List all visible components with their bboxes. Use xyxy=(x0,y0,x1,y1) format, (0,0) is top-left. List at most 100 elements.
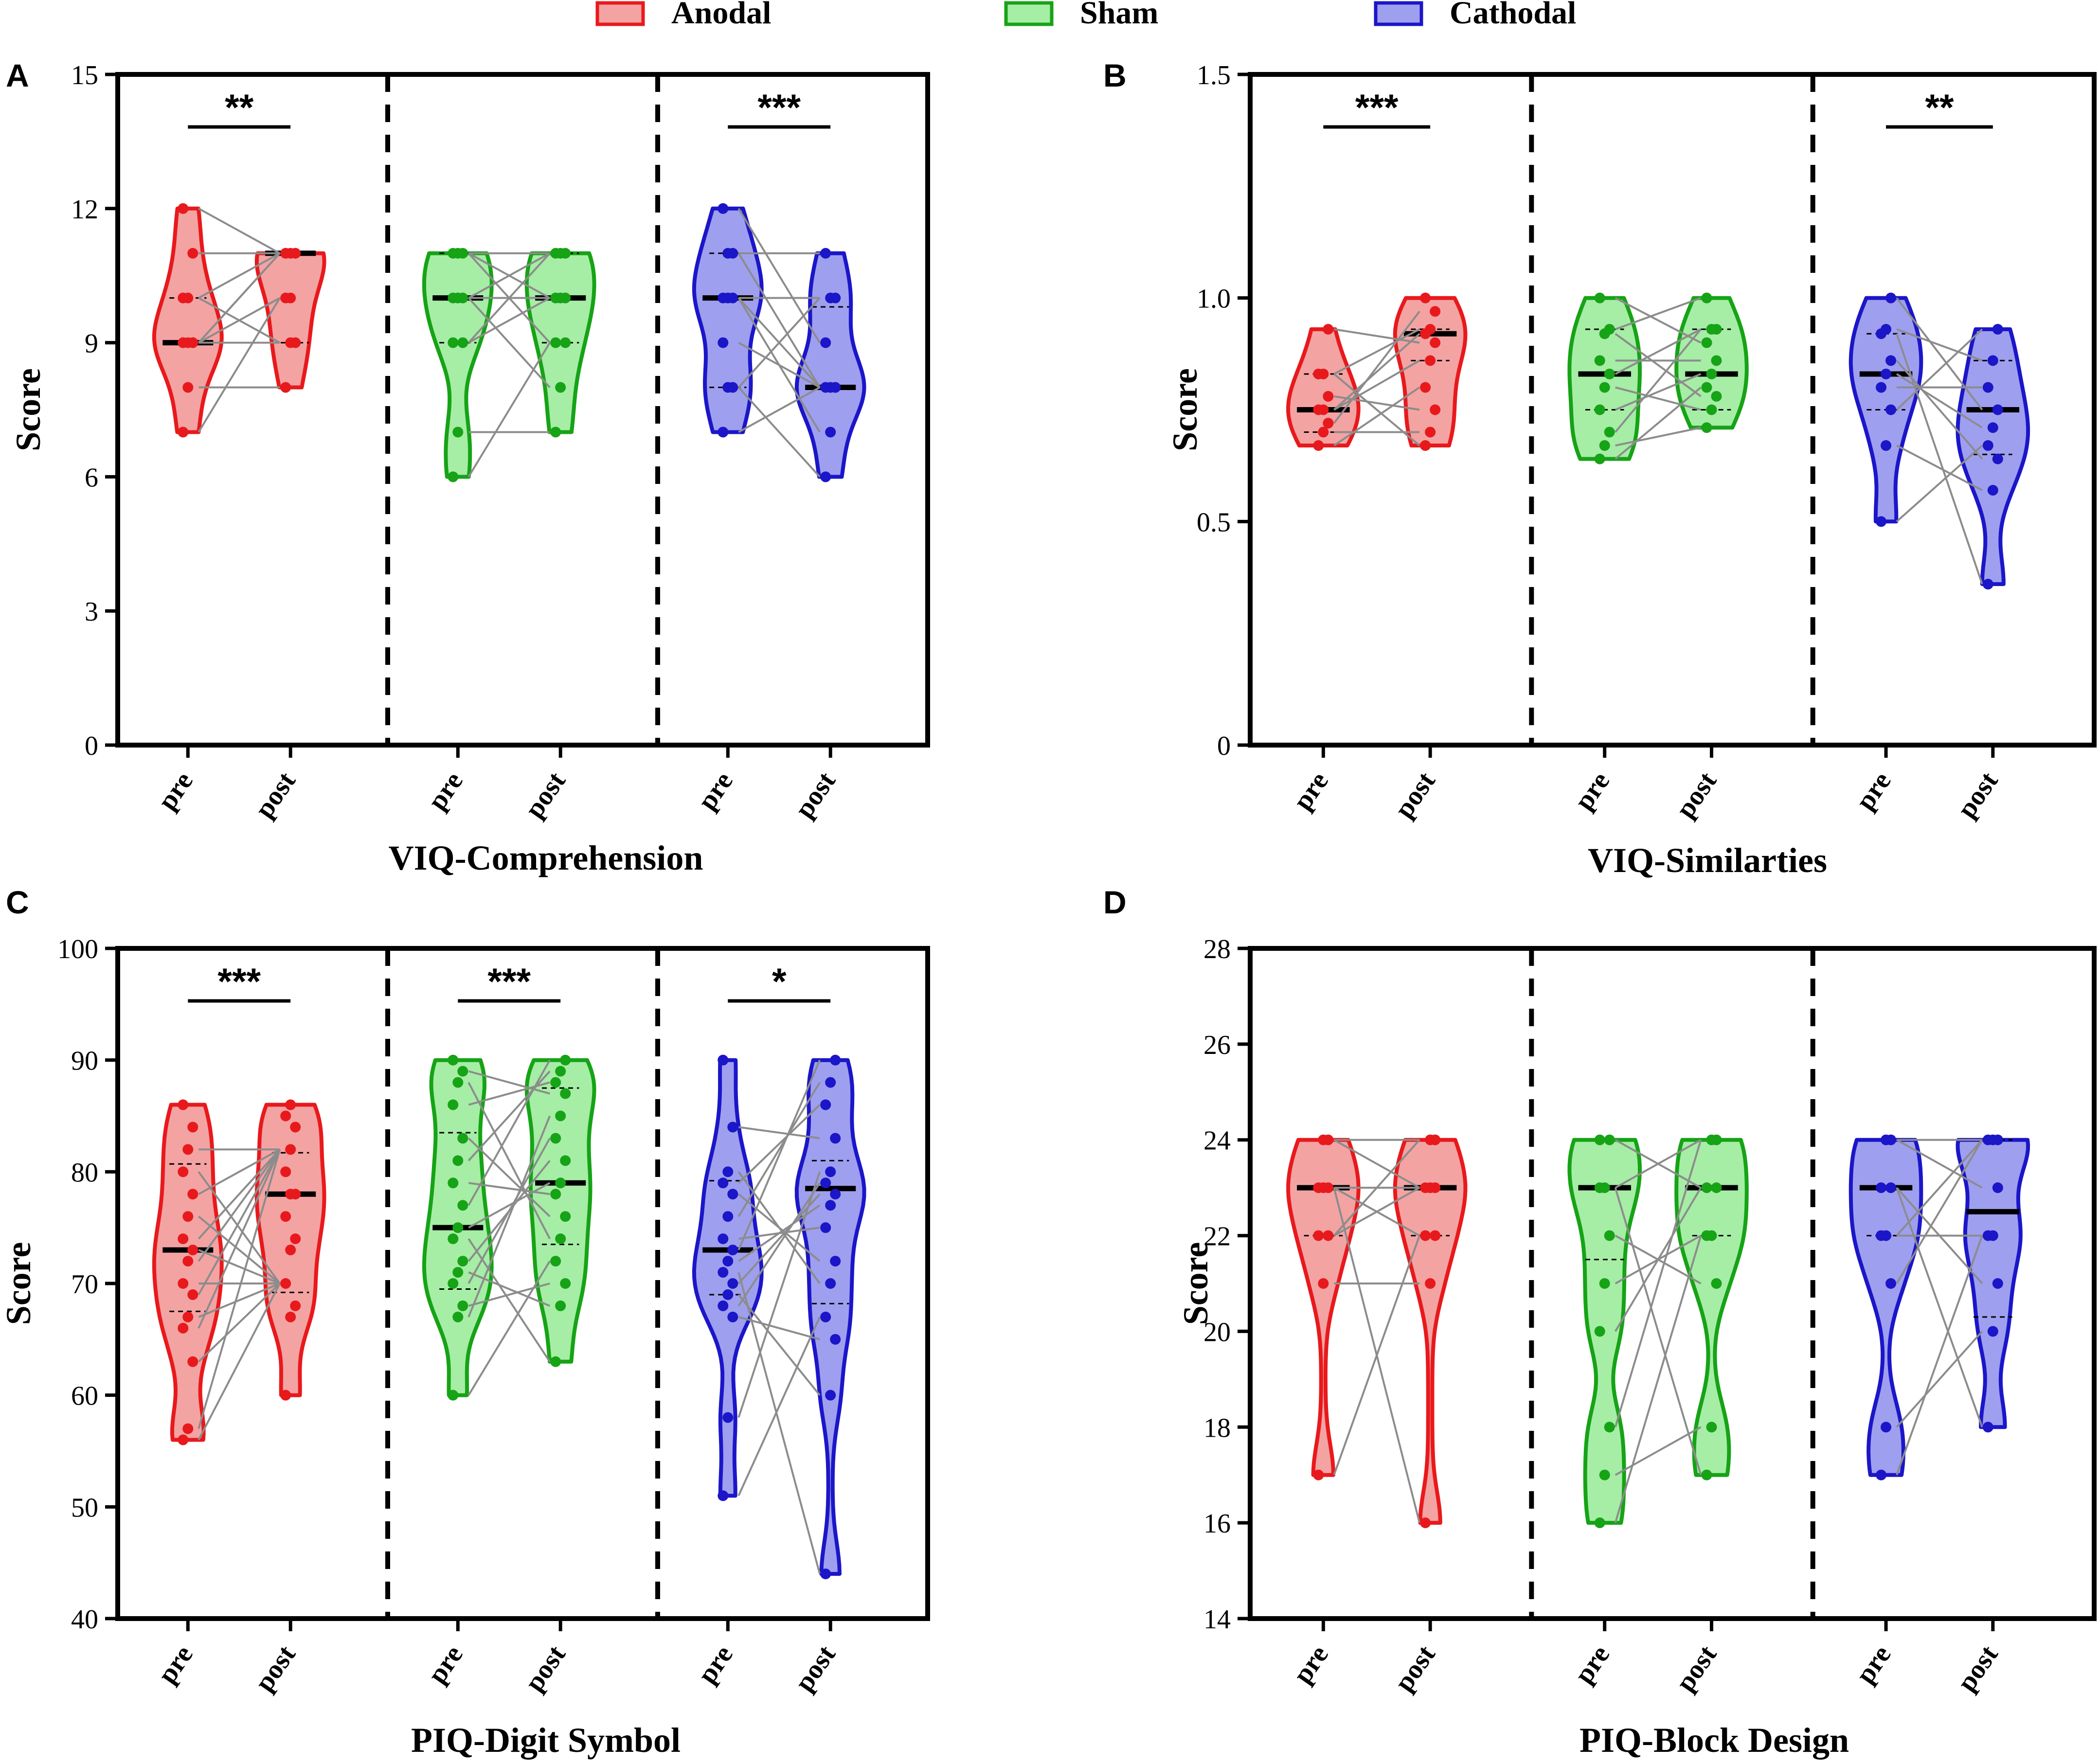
paired-line xyxy=(1334,395,1420,411)
data-point xyxy=(1987,1326,1998,1337)
data-point xyxy=(1599,382,1610,393)
paired-line xyxy=(467,342,551,478)
y-tick-label: 0 xyxy=(1217,731,1231,761)
y-axis-label: Score xyxy=(9,368,48,451)
data-point xyxy=(560,292,571,303)
paired-line xyxy=(1896,297,1983,410)
paired-line xyxy=(1896,445,1983,522)
data-point xyxy=(722,1166,734,1177)
y-tick-label: 60 xyxy=(71,1381,98,1411)
data-point xyxy=(1594,1134,1605,1145)
x-tick-label: post xyxy=(1389,1640,1441,1697)
data-point xyxy=(1430,306,1441,317)
y-tick-label: 70 xyxy=(71,1269,98,1300)
paired-line xyxy=(198,252,281,299)
paired-line xyxy=(1615,328,1702,375)
group-anodal xyxy=(152,1099,326,1445)
paired-line xyxy=(1614,1187,1702,1476)
data-point xyxy=(1599,1182,1610,1194)
data-point xyxy=(727,1122,738,1133)
x-tick-label: pre xyxy=(692,766,739,816)
paired-line xyxy=(738,386,821,433)
panel-title: VIQ-Comprehension xyxy=(389,838,703,877)
paired-line xyxy=(1615,1139,1702,1189)
data-point xyxy=(555,1300,566,1311)
paired-line xyxy=(468,1283,550,1307)
data-point xyxy=(457,337,468,348)
paired-line xyxy=(738,1227,820,1240)
data-point xyxy=(182,1423,194,1434)
data-point xyxy=(1604,427,1615,438)
paired-line xyxy=(1333,386,1420,446)
paired-line xyxy=(1896,1331,1983,1428)
data-point xyxy=(1992,324,2003,335)
violin-post xyxy=(1393,296,1468,447)
group-anodal xyxy=(1286,1134,1468,1529)
data-point xyxy=(1594,292,1605,303)
paired-line xyxy=(737,208,821,343)
data-point xyxy=(825,427,836,438)
data-point xyxy=(1425,427,1436,438)
data-point xyxy=(452,1267,464,1278)
data-point xyxy=(1987,1230,1998,1241)
data-point xyxy=(718,427,729,438)
data-point xyxy=(727,1245,738,1256)
paired-line xyxy=(1333,1187,1421,1523)
data-point xyxy=(280,248,291,259)
y-tick-label: 24 xyxy=(1203,1126,1231,1156)
x-tick-label: pre xyxy=(422,766,469,816)
paired-line xyxy=(467,1082,551,1240)
data-point xyxy=(1420,1182,1431,1194)
data-point xyxy=(1987,355,1998,366)
data-point xyxy=(182,1144,194,1155)
violin-pre xyxy=(422,251,494,479)
x-tick-label: pre xyxy=(1850,1640,1897,1689)
data-point xyxy=(718,337,729,348)
data-point xyxy=(820,1568,831,1580)
data-point xyxy=(830,1054,841,1066)
legend-item-cathodal: Cathodal xyxy=(1374,0,1576,31)
data-point xyxy=(560,1088,571,1099)
legend-item-anodal: Anodal xyxy=(595,0,771,31)
data-point xyxy=(1594,453,1605,464)
data-point xyxy=(1701,1182,1712,1194)
significance-label: *** xyxy=(757,87,801,128)
y-axis-label: Score xyxy=(1166,368,1204,451)
paired-line xyxy=(467,1059,551,1206)
data-point xyxy=(182,292,194,303)
data-point xyxy=(280,1110,291,1122)
group-cathodal xyxy=(1849,1134,2030,1480)
data-point xyxy=(550,1356,561,1367)
data-point xyxy=(727,1311,738,1322)
paired-line xyxy=(1614,1235,1702,1523)
data-point xyxy=(718,1490,729,1501)
data-point xyxy=(178,1434,189,1445)
data-point xyxy=(718,292,729,303)
data-point xyxy=(1420,1230,1431,1241)
data-point xyxy=(555,1066,566,1077)
data-point xyxy=(280,1211,291,1222)
data-point xyxy=(820,1177,831,1189)
paired-line xyxy=(467,297,551,388)
data-point xyxy=(280,1390,291,1401)
data-point xyxy=(825,1166,836,1177)
data-point xyxy=(1706,1422,1717,1433)
data-point xyxy=(1987,484,1998,496)
data-point xyxy=(820,337,831,348)
data-point xyxy=(1599,440,1610,451)
paired-line xyxy=(737,1171,821,1418)
paired-line xyxy=(1333,311,1420,424)
group-sham xyxy=(1567,292,1749,464)
data-point xyxy=(1318,427,1329,438)
y-axis-label: Score xyxy=(0,1242,38,1325)
data-point xyxy=(550,427,561,438)
paired-line xyxy=(737,1059,821,1250)
data-point xyxy=(290,337,301,348)
data-point xyxy=(1318,1278,1329,1289)
y-tick-label: 50 xyxy=(71,1493,98,1523)
significance-label: ** xyxy=(1925,87,1954,128)
paired-line xyxy=(468,297,551,344)
data-point xyxy=(727,1278,738,1289)
